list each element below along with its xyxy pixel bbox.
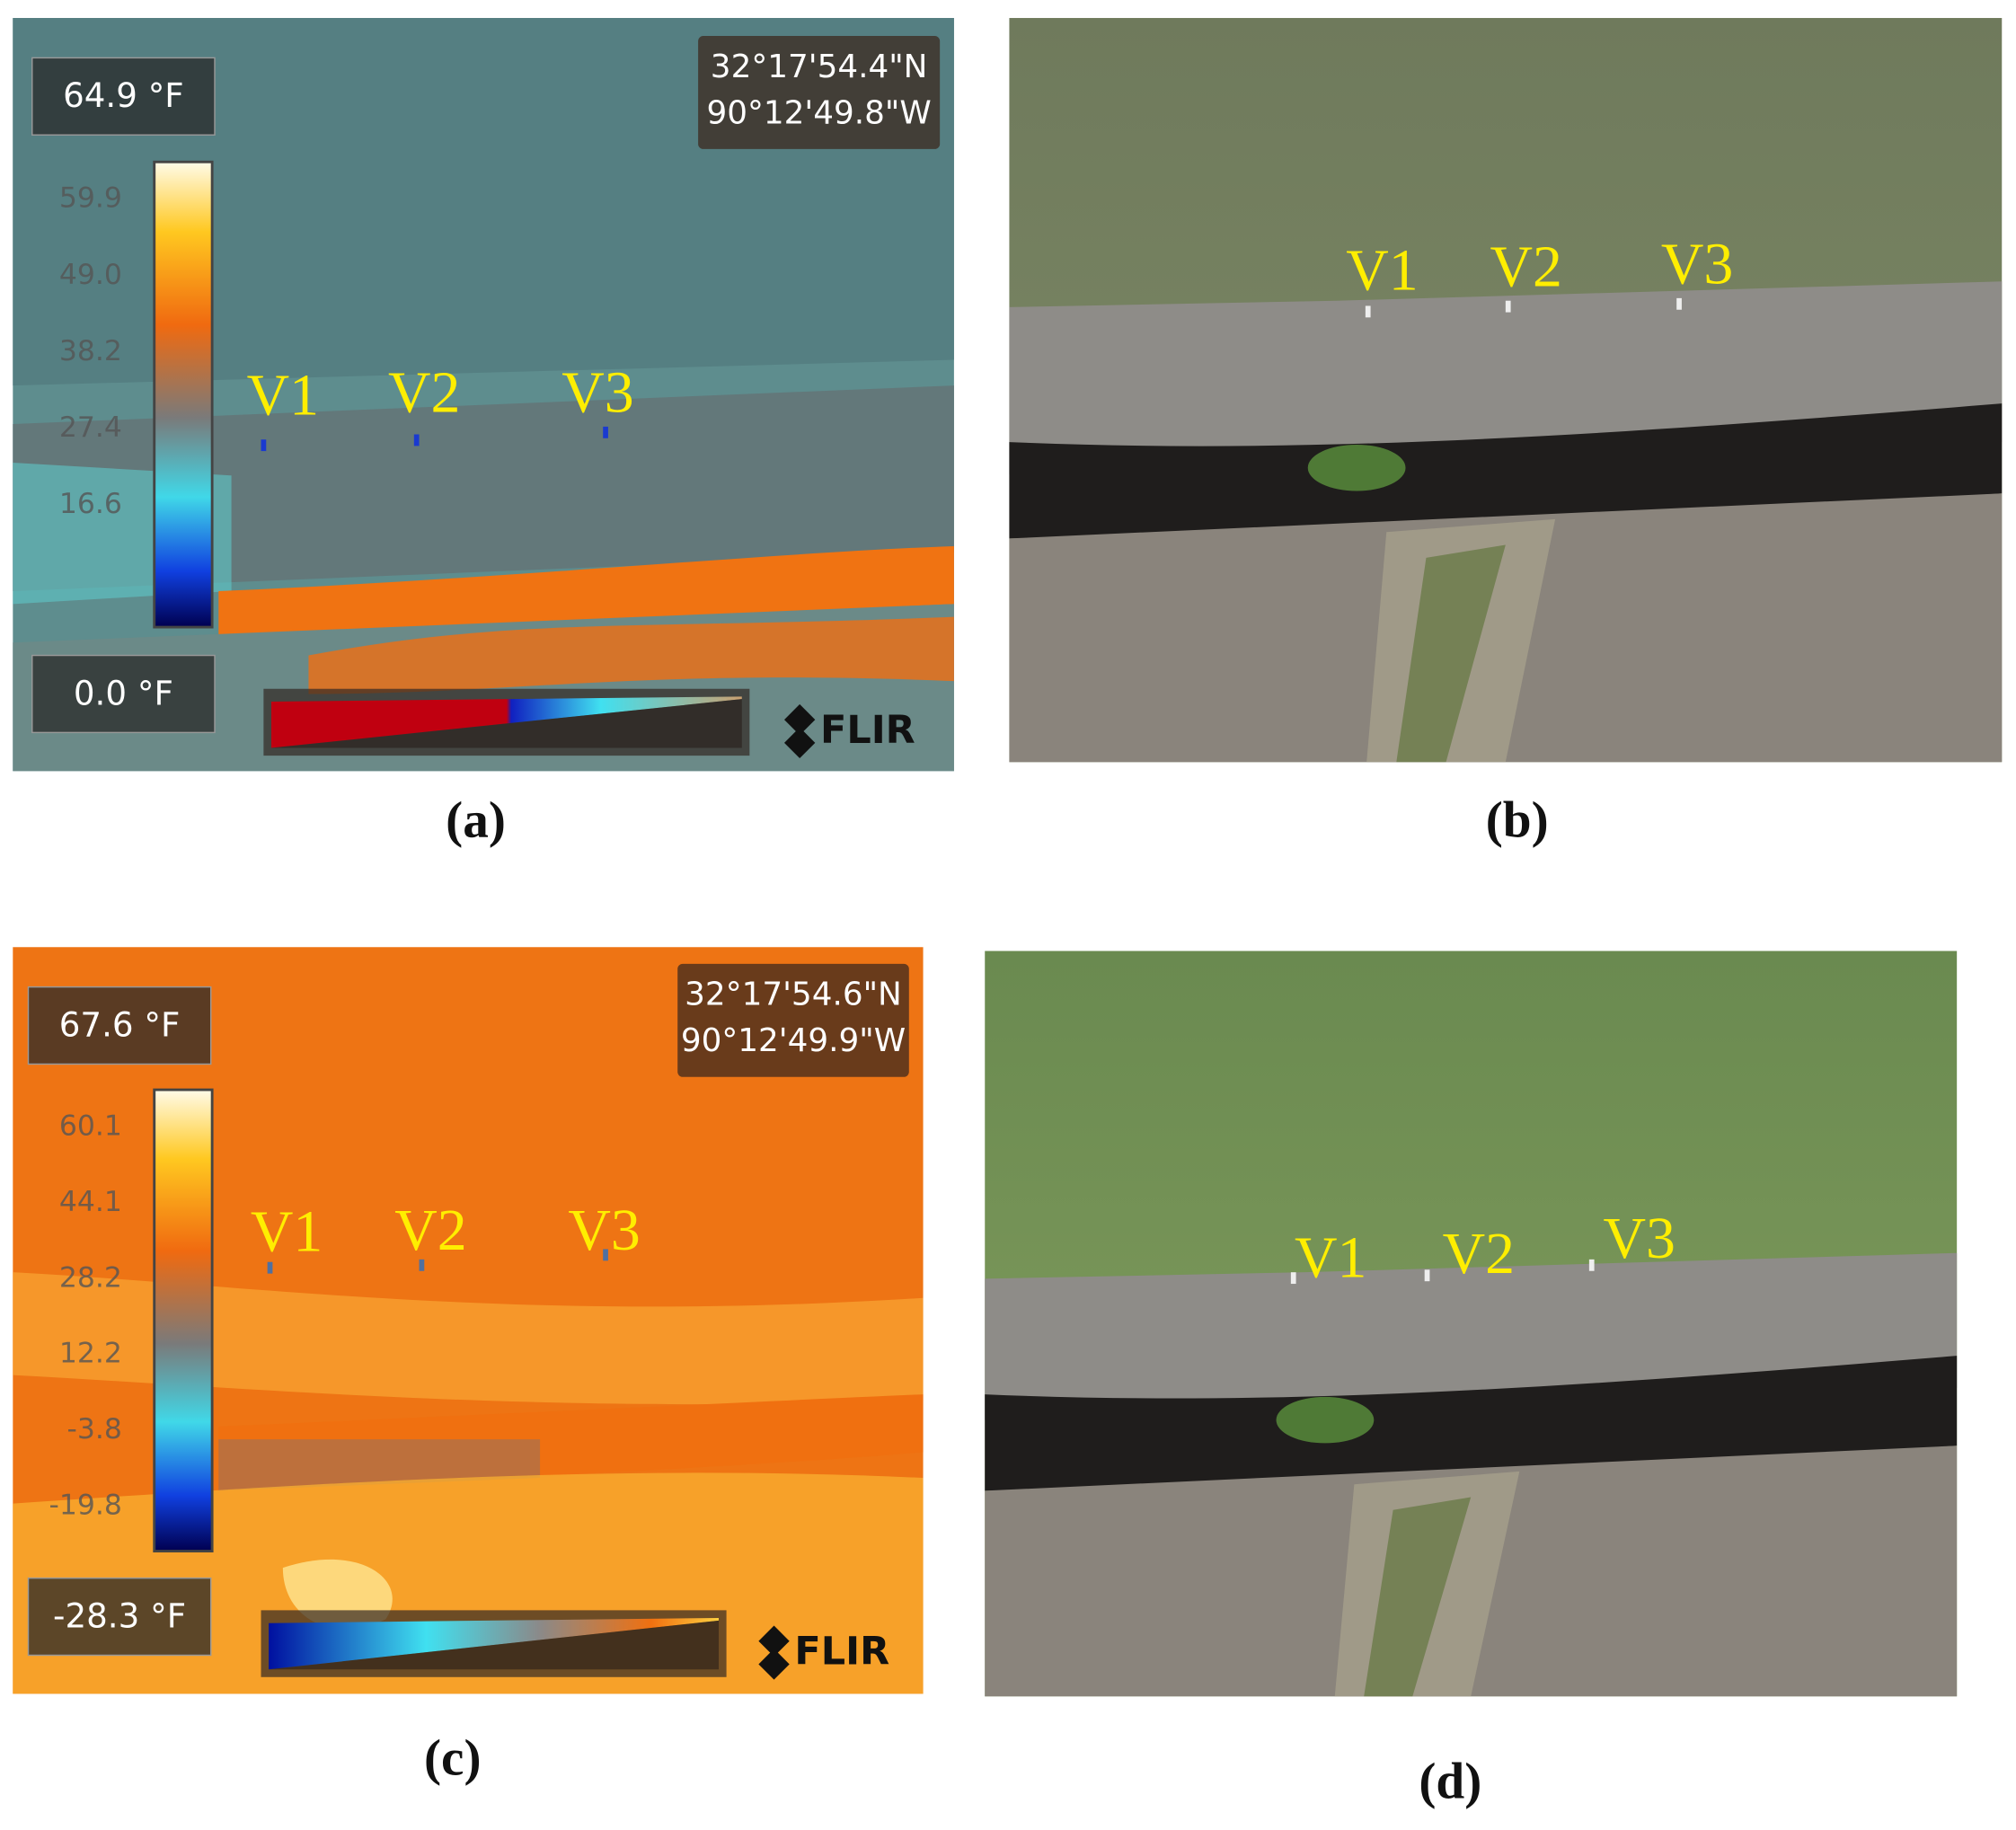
- color-scale: [153, 160, 214, 629]
- stake: [1290, 1272, 1296, 1285]
- min-temp: -28.3 °F: [53, 1596, 186, 1635]
- max-temp-box: [27, 986, 212, 1065]
- vegetation: [1307, 444, 1406, 491]
- scale-tick-label: -3.8: [67, 1413, 122, 1445]
- stake: [603, 1249, 608, 1261]
- scale-tick-label: 44.1: [59, 1186, 122, 1218]
- flir-icon: [783, 703, 816, 758]
- min-temp-box: [27, 1577, 212, 1657]
- scale-tick-label: -19.8: [49, 1490, 122, 1522]
- marker-label: V2: [388, 360, 460, 426]
- marker-label: V2: [394, 1198, 466, 1263]
- vegetation: [1276, 1396, 1375, 1444]
- creek: [1009, 403, 2003, 539]
- marker-label: V3: [561, 360, 633, 426]
- coordinates-box: [677, 963, 909, 1077]
- flir-logo: FLIR: [794, 1630, 889, 1675]
- flir-logo: FLIR: [820, 708, 915, 753]
- stake: [267, 1261, 273, 1274]
- stake: [419, 1259, 425, 1271]
- marker-label: V1: [247, 362, 319, 428]
- min-temp-box: [31, 654, 216, 734]
- scale-bar: [269, 1617, 719, 1670]
- scale-tick-label: 27.4: [59, 411, 122, 444]
- stake: [1588, 1259, 1595, 1271]
- thermal-region: [308, 616, 954, 694]
- scale-tick-label: 38.2: [59, 335, 122, 367]
- marker-label: V3: [568, 1198, 640, 1263]
- marker-label: V2: [1443, 1221, 1515, 1286]
- scale-tick-label: 49.0: [59, 259, 122, 291]
- scale-tick-label: 60.1: [59, 1110, 122, 1143]
- caption: (b): [1486, 792, 1549, 849]
- scale-bar: [270, 696, 742, 748]
- min-temp: 0.0 °F: [74, 673, 173, 712]
- stake: [1365, 305, 1371, 318]
- scale-tick-label: 59.9: [59, 182, 122, 215]
- max-temp: 67.6 °F: [59, 1004, 181, 1044]
- thermal-region: [13, 385, 954, 592]
- stake: [413, 434, 420, 446]
- coordinate: 90°12'49.8"W: [707, 94, 932, 131]
- flir-icon: [758, 1625, 790, 1680]
- scale-bar-lower: [270, 699, 742, 748]
- stake: [1676, 297, 1682, 310]
- max-temp: 64.9 °F: [63, 75, 184, 115]
- grass-strip: [1396, 544, 1506, 763]
- scale-tick-label: 28.2: [59, 1261, 122, 1294]
- coordinate: 90°12'49.9"W: [681, 1022, 906, 1059]
- max-temp-box: [31, 57, 216, 136]
- marker-label: V3: [1661, 232, 1733, 297]
- coordinate: 32°17'54.6"N: [685, 977, 902, 1013]
- thermal-region: [13, 1272, 924, 1405]
- thermal-region: [218, 545, 954, 650]
- stake: [603, 426, 608, 438]
- marker-label: V1: [1346, 238, 1418, 304]
- stake: [1505, 300, 1511, 313]
- color-scale: [153, 1088, 214, 1553]
- stake: [261, 439, 267, 452]
- coordinate: 32°17'54.4"N: [711, 49, 928, 85]
- caption: (d): [1419, 1754, 1481, 1810]
- caption: (a): [446, 792, 506, 849]
- scale-tick-label: 12.2: [59, 1338, 122, 1370]
- scale-tick-label: 16.6: [59, 488, 122, 520]
- marker-label: V1: [1295, 1224, 1366, 1290]
- stake: [1424, 1269, 1430, 1282]
- marker-label: V1: [251, 1199, 323, 1265]
- caption: (c): [424, 1730, 482, 1787]
- coordinates-box: [698, 36, 941, 149]
- grass-strip: [1364, 1497, 1472, 1697]
- marker-label: V3: [1603, 1206, 1675, 1271]
- marker-label: V2: [1490, 234, 1562, 299]
- scale-bar-lower: [269, 1620, 719, 1670]
